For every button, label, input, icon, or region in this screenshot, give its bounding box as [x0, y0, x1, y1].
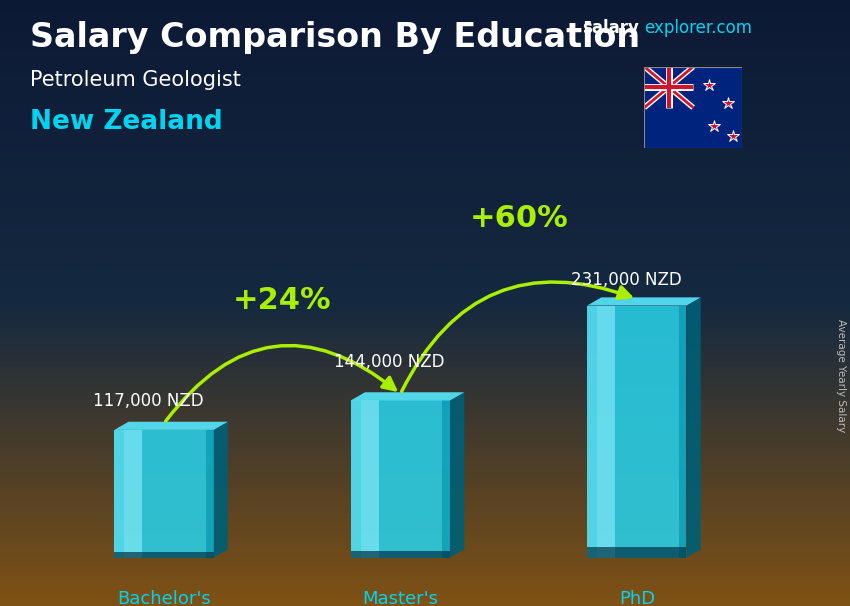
Polygon shape	[115, 422, 228, 430]
Text: 117,000 NZD: 117,000 NZD	[94, 392, 204, 410]
Bar	[360, 401, 378, 558]
Bar	[115, 553, 213, 558]
Bar	[124, 430, 142, 558]
Polygon shape	[687, 298, 700, 558]
Bar	[587, 305, 615, 558]
Bar	[115, 430, 142, 558]
Text: PhD: PhD	[619, 590, 654, 606]
Bar	[206, 430, 213, 558]
Text: New Zealand: New Zealand	[30, 109, 223, 135]
Bar	[587, 547, 687, 558]
Text: Master's
Degree: Master's Degree	[362, 590, 439, 606]
Text: salary: salary	[582, 19, 639, 38]
Bar	[442, 401, 450, 558]
Polygon shape	[213, 422, 228, 558]
Bar	[597, 305, 615, 558]
Polygon shape	[587, 298, 700, 305]
Text: explorer.com: explorer.com	[644, 19, 752, 38]
FancyArrowPatch shape	[402, 282, 631, 391]
Text: Bachelor's
Degree: Bachelor's Degree	[117, 590, 211, 606]
Bar	[587, 305, 687, 558]
Bar	[351, 401, 378, 558]
Text: Salary Comparison By Education: Salary Comparison By Education	[30, 21, 640, 54]
Polygon shape	[450, 392, 464, 558]
Text: 144,000 NZD: 144,000 NZD	[334, 353, 445, 371]
Text: +60%: +60%	[469, 204, 568, 233]
Bar	[115, 430, 213, 558]
Text: 231,000 NZD: 231,000 NZD	[570, 271, 682, 289]
FancyArrowPatch shape	[166, 345, 395, 421]
Text: Petroleum Geologist: Petroleum Geologist	[30, 70, 241, 90]
Bar	[351, 401, 450, 558]
Text: +24%: +24%	[233, 286, 332, 315]
Polygon shape	[351, 392, 464, 401]
Bar	[351, 551, 450, 558]
Text: Average Yearly Salary: Average Yearly Salary	[836, 319, 846, 432]
Bar	[678, 305, 687, 558]
